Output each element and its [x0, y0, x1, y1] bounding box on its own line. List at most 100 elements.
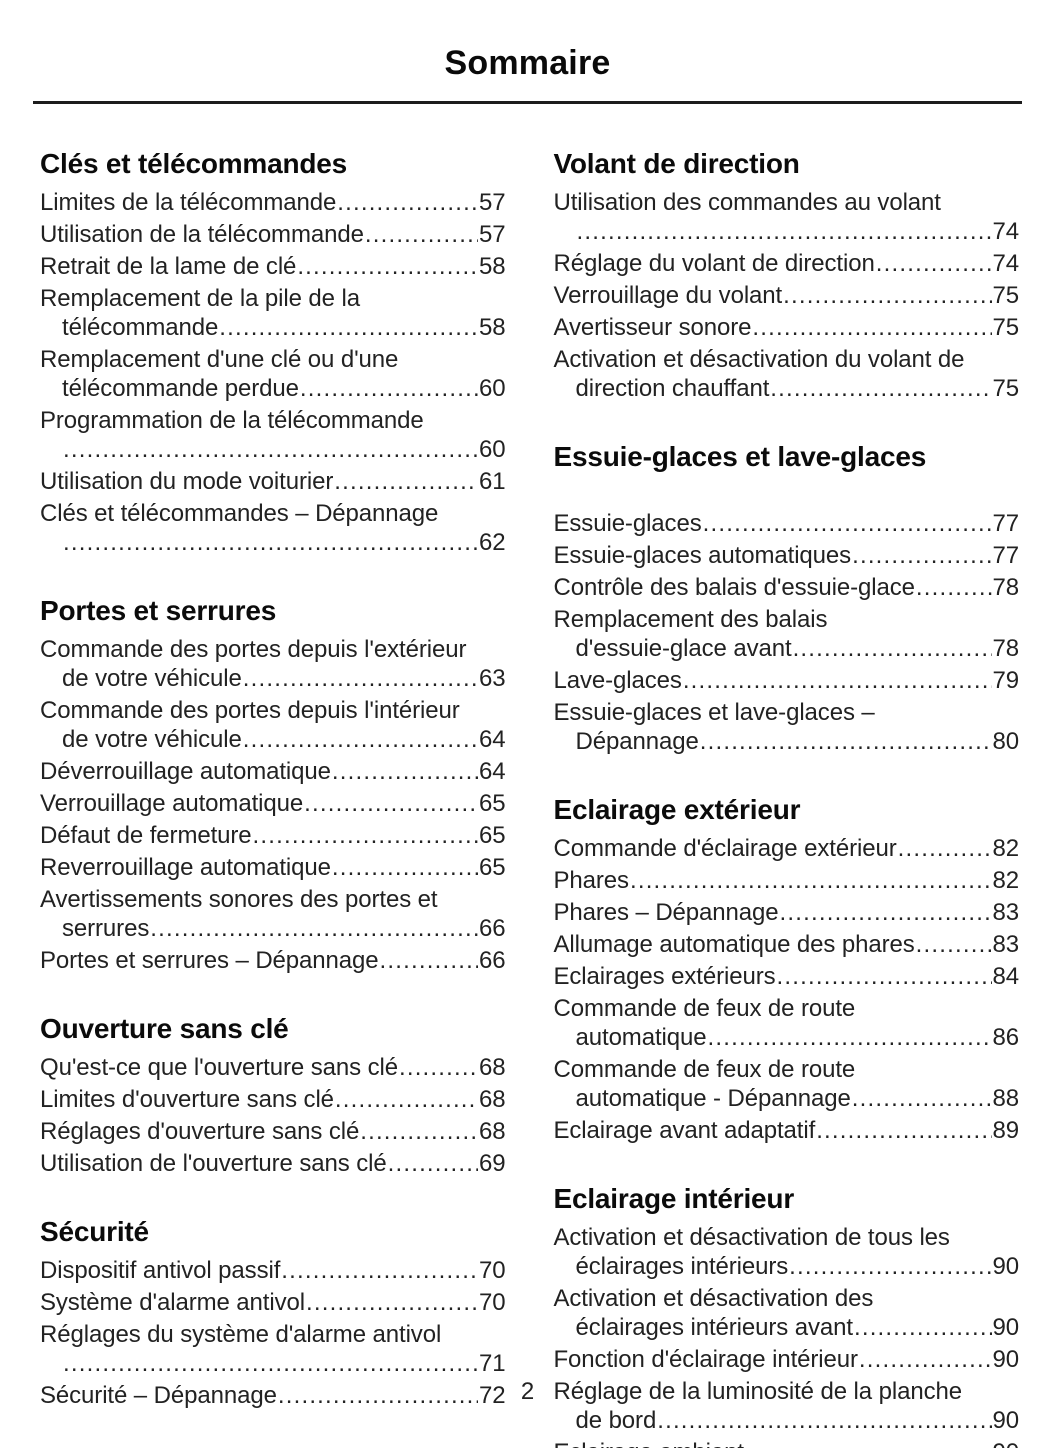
toc-entry: Lave-glaces 79 — [554, 666, 1020, 695]
dot-leader — [332, 853, 478, 882]
entry-text: Défaut de fermeture — [40, 821, 252, 849]
entry-line: Phares 82 — [554, 866, 1020, 895]
entry-text: Dépannage — [575, 727, 699, 755]
entry-text: Contrôle des balais d'essuie-glace — [553, 573, 916, 601]
section-title: Eclairage intérieur — [553, 1182, 795, 1214]
dot-leader — [783, 281, 991, 310]
dot-leader — [243, 664, 478, 693]
page-title: Sommaire — [444, 44, 611, 82]
entry-line: Limites de la télécommande 57 — [40, 188, 506, 217]
entry-text: éclairages intérieurs — [575, 1252, 789, 1280]
section-title: Sécurité — [40, 1215, 149, 1247]
page-ref: 77 — [992, 541, 1020, 569]
toc-entry: Avertissements sonores des portes et serr… — [40, 885, 506, 943]
page-ref: 60 — [479, 374, 506, 402]
entry-line: Commande d'éclairage extérieur 82 — [554, 834, 1020, 863]
entry-text: Utilisation du mode voiturier — [40, 467, 334, 495]
toc-entry: Réglages du système d'alarme antivol 71 — [40, 1320, 506, 1378]
entry-text: Avertisseur sonore — [553, 313, 752, 341]
page-ref: 83 — [992, 898, 1020, 926]
page-ref: 79 — [992, 666, 1020, 694]
dot-leader — [703, 509, 992, 538]
entry-line: Eclairage avant adaptatif 89 — [554, 1116, 1020, 1145]
toc-entry: Qu'est-ce que l'ouverture sans clé 68 — [40, 1053, 506, 1082]
entry-line: Déverrouillage automatique 64 — [40, 757, 506, 786]
section-title: Volant de direction — [553, 147, 800, 179]
page-ref: 60 — [479, 435, 506, 463]
entry-text: direction chauffant — [575, 374, 770, 402]
toc-entry: Essuie-glaces et lave-glaces –Dépannage 8… — [554, 698, 1020, 756]
entry-line: Essuie-glaces automatiques 77 — [554, 541, 1020, 570]
page-ref: 80 — [992, 727, 1020, 755]
entry-line: Activation et désactivation de tous les — [553, 1223, 950, 1251]
entry-text: Eclairage avant adaptatif — [553, 1116, 816, 1144]
entry-line: de votre véhicule 64 — [40, 725, 506, 754]
entry-text: éclairages intérieurs avant — [575, 1313, 854, 1341]
entry-line: Essuie-glaces et lave-glaces – — [553, 698, 875, 726]
dot-leader — [816, 1116, 991, 1145]
entry-line: Commande de feux de route — [553, 994, 856, 1022]
entry-text: automatique — [575, 1023, 707, 1051]
page-ref: 62 — [479, 528, 506, 556]
entry-line: Défaut de fermeture 65 — [40, 821, 506, 850]
entry-text: de votre véhicule — [62, 664, 242, 692]
toc-entry: Reverrouillage automatique 65 — [40, 853, 506, 882]
page-ref: 58 — [479, 313, 506, 341]
entry-line: Utilisation des commandes au volant — [553, 188, 941, 216]
entry-line: Qu'est-ce que l'ouverture sans clé 68 — [40, 1053, 506, 1082]
dot-leader — [332, 757, 478, 786]
entry-line: Sécurité – Dépannage 72 — [40, 1381, 506, 1410]
dot-leader — [793, 634, 992, 663]
dot-leader — [63, 528, 478, 557]
toc-entry: Utilisation de la télécommande 57 — [40, 220, 506, 249]
section-title: Portes et serrures — [40, 594, 277, 626]
entry-line: Commande des portes depuis l'intérieur — [40, 696, 460, 724]
page-ref: 65 — [479, 821, 506, 849]
entry-line: Retrait de la lame de clé 58 — [40, 252, 506, 281]
toc-section: Volant de direction Utilisation des comma… — [554, 148, 1020, 403]
toc-entry: Remplacement de la pile de la télécommand… — [40, 284, 506, 342]
table-of-contents: Clés et télécommandes Limites de la téléc… — [0, 104, 1055, 1448]
toc-section: Ouverture sans clé Qu'est-ce que l'ouvert… — [40, 1013, 506, 1178]
toc-entry: Portes et serrures – Dépannage 66 — [40, 946, 506, 975]
page-ref: 74 — [992, 249, 1020, 277]
entry-line: Avertissements sonores des portes et — [40, 885, 438, 913]
toc-column-left: Clés et télécommandes Limites de la téléc… — [40, 148, 506, 1413]
dot-leader — [752, 313, 991, 342]
page-ref: 75 — [992, 374, 1020, 402]
toc-entry: Commande des portes depuis l'extérieur de… — [40, 635, 506, 693]
page-ref: 75 — [992, 313, 1020, 341]
entry-line: 74 — [554, 217, 1020, 246]
page-ref: 66 — [479, 914, 506, 942]
entry-line: Portes et serrures – Dépannage 66 — [40, 946, 506, 975]
page-ref: 74 — [992, 217, 1020, 245]
page-ref: 78 — [992, 634, 1020, 662]
entry-text: Eclairages extérieurs — [553, 962, 776, 990]
dot-leader — [852, 541, 991, 570]
dot-leader — [780, 898, 992, 927]
page-ref: 90 — [993, 1438, 1020, 1448]
toc-entry: Activation et désactivation de tous les é… — [554, 1223, 1020, 1281]
page-ref: 90 — [992, 1313, 1020, 1341]
entry-line: Utilisation de l'ouverture sans clé 69 — [40, 1149, 506, 1178]
toc-entry: Réglages d'ouverture sans clé 68 — [40, 1117, 506, 1146]
entry-text: Utilisation de l'ouverture sans clé — [40, 1149, 387, 1177]
page-ref: 78 — [992, 573, 1020, 601]
entry-line: Verrouillage automatique 65 — [40, 789, 506, 818]
section-title: Clés et télécommandes — [40, 147, 348, 179]
toc-entry: Programmation de la télécommande 60 — [40, 406, 506, 464]
entry-text: serrures — [62, 914, 150, 942]
toc-section: Portes et serrures Commande des portes de… — [40, 595, 506, 975]
entry-line: Commande de feux de route — [553, 1055, 856, 1083]
page-ref: 75 — [992, 281, 1020, 309]
toc-entry: Défaut de fermeture 65 — [40, 821, 506, 850]
entry-line: automatique 86 — [554, 1023, 1020, 1052]
toc-entry: Utilisation des commandes au volant 74 — [554, 188, 1020, 246]
entry-line: automatique - Dépannage 88 — [554, 1084, 1020, 1113]
entry-text: Phares – Dépannage — [553, 898, 779, 926]
dot-leader — [281, 1256, 478, 1285]
entry-line: Clés et télécommandes – Dépannage — [40, 499, 439, 527]
document-header: Sommaire — [0, 0, 1055, 104]
